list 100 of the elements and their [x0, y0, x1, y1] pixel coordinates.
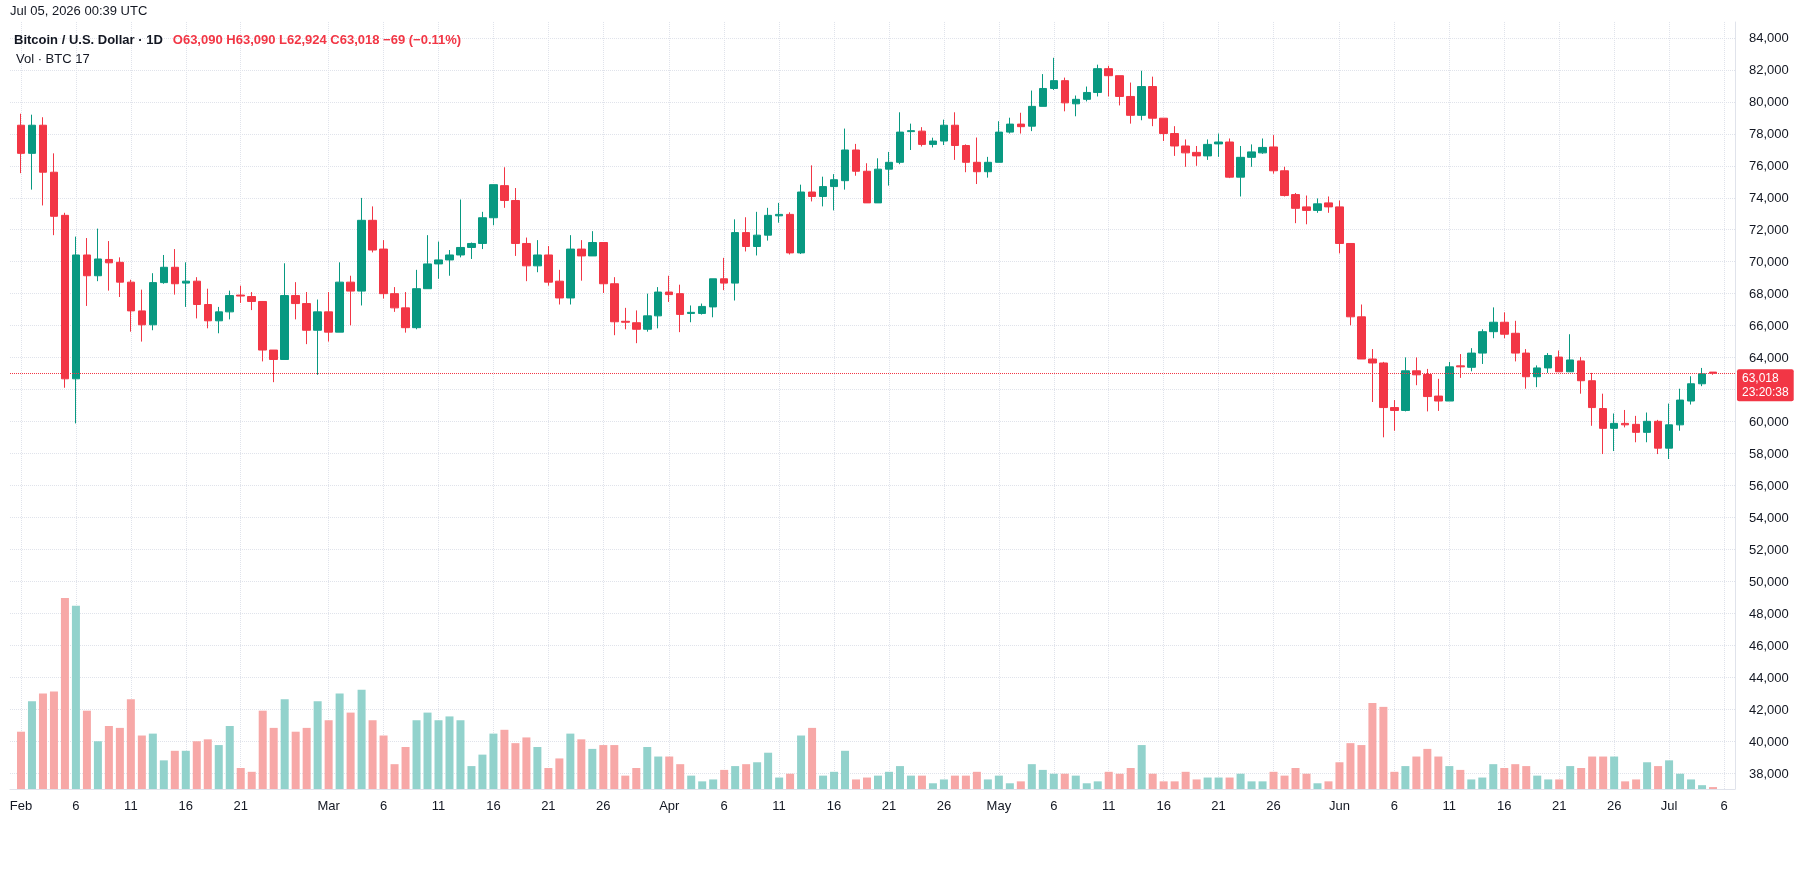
bar — [1566, 766, 1575, 789]
candlestick — [984, 156, 992, 179]
bar — [720, 769, 729, 789]
bar — [533, 746, 542, 789]
candlestick — [1137, 70, 1146, 121]
bar — [1632, 779, 1641, 789]
bar — [467, 766, 476, 789]
bar — [863, 777, 872, 789]
candlestick — [940, 119, 948, 146]
bar — [1027, 764, 1036, 789]
candlestick — [28, 114, 36, 191]
bar — [1456, 769, 1465, 789]
candlestick — [929, 137, 937, 148]
candlestick — [1017, 112, 1025, 135]
bar — [126, 699, 135, 789]
bar — [1665, 760, 1674, 789]
bar — [873, 775, 882, 789]
x-tick-label: 26 — [596, 798, 611, 813]
candlestick — [204, 288, 212, 329]
candlestick — [533, 239, 542, 273]
bar — [819, 775, 828, 789]
candlestick — [1390, 399, 1399, 432]
y-tick-label: 54,000 — [1749, 509, 1789, 525]
bar — [830, 771, 839, 789]
candlestick — [456, 199, 465, 258]
candlestick — [500, 166, 509, 209]
bar — [1676, 773, 1685, 789]
candlestick — [171, 248, 179, 296]
bar — [1335, 762, 1344, 789]
bar — [291, 731, 300, 789]
bar — [676, 764, 685, 789]
candlestick — [1039, 73, 1047, 107]
bar — [621, 775, 630, 789]
bar — [1588, 756, 1597, 789]
bar — [1478, 777, 1487, 789]
candlestick — [1610, 412, 1618, 452]
y-tick-label: 76,000 — [1749, 158, 1789, 174]
bar — [280, 699, 289, 789]
candlestick — [445, 249, 454, 277]
candlestick — [1434, 378, 1443, 412]
candlestick — [193, 276, 201, 319]
bar — [1148, 773, 1157, 789]
bar — [1093, 781, 1102, 789]
bar — [1412, 756, 1421, 789]
bar — [324, 720, 333, 789]
candlestick — [951, 111, 959, 161]
bar — [950, 775, 959, 789]
bar — [1423, 748, 1432, 789]
candlestick — [247, 291, 256, 311]
bar — [456, 720, 465, 789]
candlestick — [1544, 352, 1552, 374]
candlestick — [1533, 364, 1541, 388]
bar — [1489, 764, 1498, 789]
candlestick — [665, 275, 673, 303]
candlestick — [182, 261, 190, 308]
candlestick — [401, 291, 410, 334]
x-tick-label: 16 — [826, 798, 842, 813]
text: Jul 05, 2026 00:39 UTC — [10, 3, 148, 18]
bar — [1533, 775, 1542, 789]
candlestick — [511, 187, 520, 257]
bar — [665, 756, 674, 789]
x-tick-label: 6 — [1050, 798, 1058, 813]
candlestick — [302, 291, 311, 345]
candlestick — [1104, 65, 1113, 97]
y-tick-label: 46,000 — [1749, 637, 1789, 653]
candlestick — [138, 289, 146, 343]
bar — [731, 766, 740, 789]
candlestick — [1203, 138, 1212, 161]
bar — [269, 727, 278, 789]
bar — [423, 712, 432, 789]
bar — [917, 775, 926, 789]
candlestick — [1170, 125, 1179, 157]
x-tick-label: 6 — [379, 798, 388, 813]
x-tick-label: 6 — [1720, 798, 1728, 813]
candlestick — [423, 234, 432, 290]
bar — [632, 767, 641, 789]
bar — [60, 598, 69, 789]
x-tick-label: Mar — [317, 798, 341, 813]
bar — [1247, 781, 1256, 789]
bar — [983, 779, 992, 789]
candlestick — [94, 228, 102, 282]
x-tick-label: 21 — [1211, 798, 1226, 813]
candlestick — [50, 152, 58, 236]
candlestick — [1478, 328, 1487, 365]
candlestick — [368, 205, 377, 253]
bar — [478, 754, 487, 789]
candlestick — [1159, 117, 1168, 142]
y-tick-label: 84,000 — [1749, 30, 1789, 46]
bar — [71, 605, 80, 789]
candlestick — [632, 309, 641, 344]
y-tick-label: 42,000 — [1749, 701, 1789, 717]
candlestick — [1346, 242, 1355, 326]
candlestick — [1621, 409, 1629, 428]
candlestick — [105, 240, 113, 292]
candlestick — [236, 285, 245, 304]
candlestick — [1050, 57, 1058, 91]
bar — [159, 760, 168, 789]
candlestick — [1269, 134, 1278, 175]
bar — [1313, 783, 1322, 789]
candlestick — [335, 261, 344, 333]
